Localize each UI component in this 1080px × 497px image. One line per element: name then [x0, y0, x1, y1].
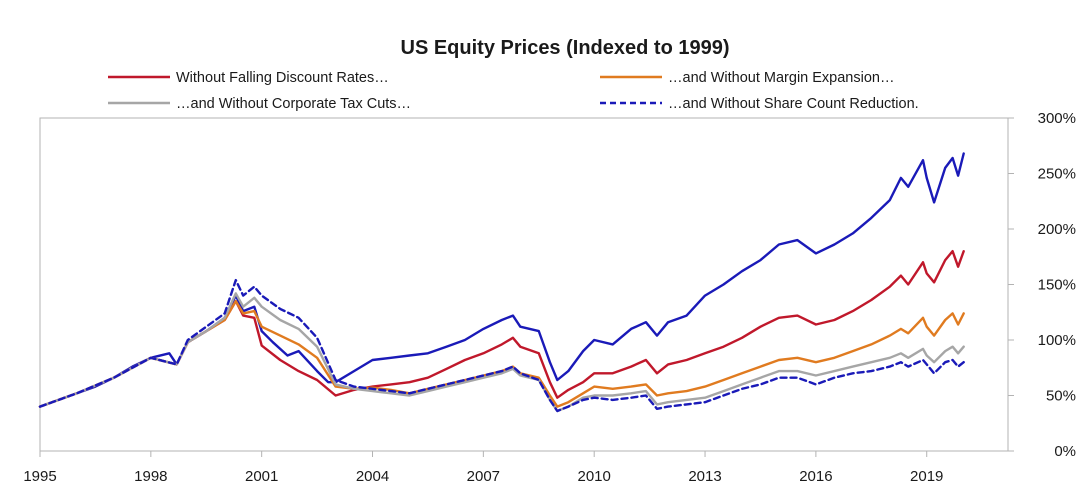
- plot-frame: [39, 117, 1009, 452]
- legend-label: …and Without Corporate Tax Cuts…: [176, 96, 411, 112]
- x-tick-label: 1998: [134, 468, 167, 485]
- y-tick-label: 300%: [1038, 110, 1076, 127]
- chart-title: US Equity Prices (Indexed to 1999): [401, 37, 730, 59]
- legend-item-without-falling-discount-rates: Without Falling Discount Rates…: [108, 70, 389, 86]
- y-axis: 0% 50% 100% 150% 200% 250% 300%: [1008, 110, 1076, 460]
- x-tick-label: 2007: [467, 468, 500, 485]
- x-tick-label: 2013: [688, 468, 721, 485]
- x-tick-label: 2004: [356, 468, 389, 485]
- y-tick-label: 250%: [1038, 166, 1076, 183]
- y-tick-label: 100%: [1038, 332, 1076, 349]
- legend: Without Falling Discount Rates… …and With…: [108, 70, 919, 112]
- y-tick-label: 50%: [1046, 388, 1076, 405]
- legend-item-and-without-margin-expansion: …and Without Margin Expansion…: [600, 70, 894, 86]
- series-line-without-falling-discount-rates: [38, 250, 965, 408]
- legend-label: …and Without Margin Expansion…: [668, 70, 894, 86]
- y-tick-label: 200%: [1038, 221, 1076, 238]
- y-tick-label: 150%: [1038, 277, 1076, 294]
- y-tick-label: 0%: [1054, 443, 1076, 460]
- x-axis: 1995 1998 2001 2004 2007 2010 2013 2016 2019: [23, 451, 943, 485]
- x-tick-label: 1995: [23, 468, 56, 485]
- legend-item-and-without-share-count-reduction: …and Without Share Count Reduction.: [600, 96, 919, 112]
- x-tick-label: 2019: [910, 468, 943, 485]
- series-line-and-without-share-count-reduction: [38, 278, 965, 413]
- x-tick-label: 2001: [245, 468, 278, 485]
- legend-item-and-without-corporate-tax-cuts: …and Without Corporate Tax Cuts…: [108, 96, 411, 112]
- series-layer: [38, 152, 965, 413]
- series-line-and-without-margin-expansion: [38, 299, 965, 408]
- series-line-and-without-corporate-tax-cuts: [38, 292, 965, 413]
- legend-label: Without Falling Discount Rates…: [176, 70, 389, 86]
- series-line-actual: [38, 152, 965, 408]
- x-tick-label: 2010: [578, 468, 611, 485]
- x-tick-label: 2016: [799, 468, 832, 485]
- legend-label: …and Without Share Count Reduction.: [668, 96, 919, 112]
